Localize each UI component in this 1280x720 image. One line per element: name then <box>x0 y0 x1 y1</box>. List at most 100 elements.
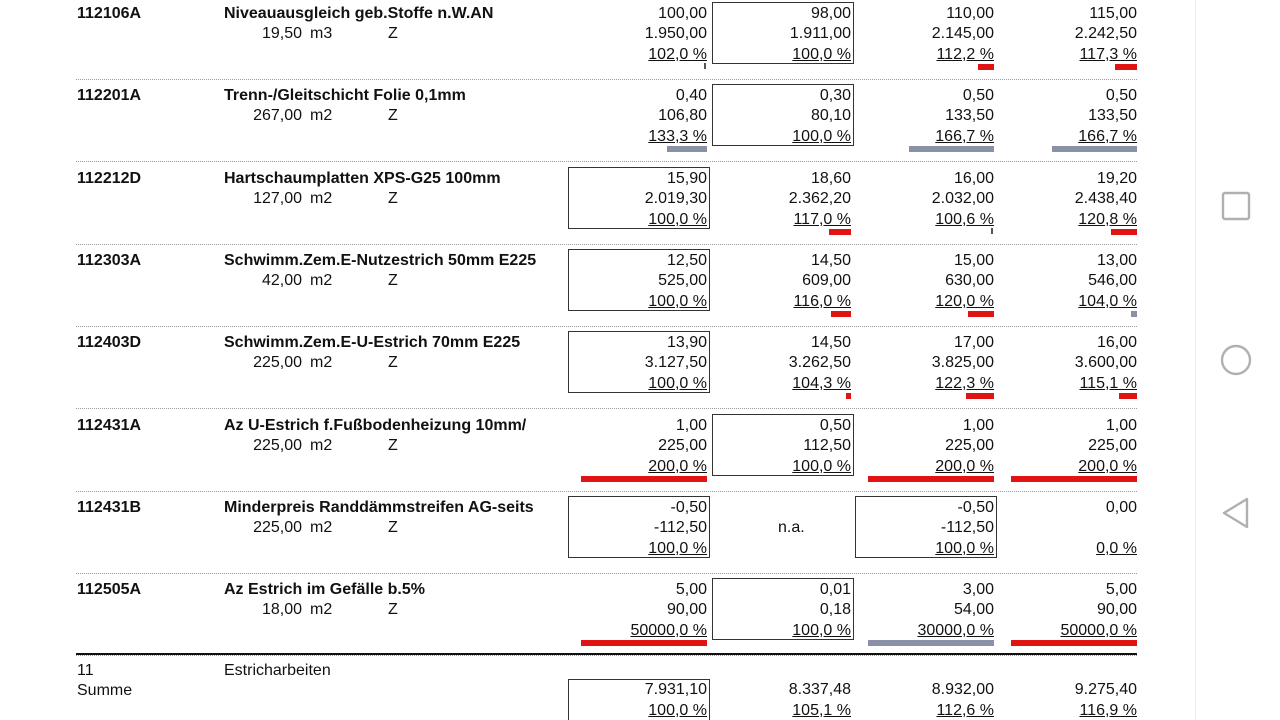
unit-price: 13,00 <box>1096 252 1137 269</box>
row-separator <box>76 491 1137 492</box>
not-available-label: n.a. <box>778 519 805 536</box>
unit-price: 0,50 <box>962 87 994 104</box>
position-code: 112303A <box>77 252 142 269</box>
z-flag: Z <box>388 519 398 536</box>
total-price: 106,80 <box>658 107 707 124</box>
unit-price: 19,20 <box>1096 170 1137 187</box>
percent-value: 166,7 % <box>935 128 994 145</box>
lowest-bid-box <box>568 496 710 558</box>
unit-price: 115,00 <box>1089 5 1137 22</box>
unit: m2 <box>310 107 333 124</box>
unit-price: 1,00 <box>675 417 707 434</box>
total-price: 225,00 <box>658 437 707 454</box>
total-price: 609,00 <box>802 272 851 289</box>
lowest-total-box <box>568 679 710 720</box>
z-flag: Z <box>388 601 398 618</box>
z-flag: Z <box>388 107 398 124</box>
position-code: 112505A <box>77 581 142 598</box>
percent-bar <box>846 393 851 399</box>
percent-value: 30000,0 % <box>917 622 994 639</box>
percent-bar <box>1052 146 1137 152</box>
percent-value: 133,3 % <box>648 128 707 145</box>
unit-price: -0,50 <box>670 499 707 516</box>
unit-price: 98,00 <box>810 5 851 22</box>
percent-value: 117,3 % <box>1079 46 1137 63</box>
percent-bar <box>829 229 851 235</box>
position-code: 112403D <box>77 334 142 351</box>
unit-price: 5,00 <box>675 581 707 598</box>
percent-bar <box>1111 229 1137 235</box>
row-separator <box>76 326 1137 327</box>
percent-tick <box>704 63 706 69</box>
back-button[interactable] <box>1216 493 1256 533</box>
z-flag: Z <box>388 272 398 289</box>
total-price: 0,18 <box>819 601 851 618</box>
position-description: Hartschaumplatten XPS-G25 100mm <box>224 170 501 187</box>
lowest-bid-box <box>568 167 710 229</box>
percent-value: 200,0 % <box>1078 458 1137 475</box>
unit-price: 16,00 <box>1096 334 1137 351</box>
total-price: 2.145,00 <box>931 25 994 42</box>
percent-tick <box>991 228 993 234</box>
total-price: 133,50 <box>945 107 994 124</box>
unit: m2 <box>310 601 333 618</box>
z-flag: Z <box>388 354 398 371</box>
total-price: 546,00 <box>1088 272 1137 289</box>
unit: m2 <box>310 354 333 371</box>
position-code: 112201A <box>77 87 142 104</box>
total-price: 1.911,00 <box>789 25 851 42</box>
percent-value: 100,0 % <box>648 540 707 557</box>
percent-value: 200,0 % <box>648 458 707 475</box>
percent-value: 116,0 % <box>793 293 851 310</box>
quantity: 225,00 <box>253 519 302 536</box>
position-description: Schwimm.Zem.E-U-Estrich 70mm E225 <box>224 334 521 351</box>
total-price: 90,00 <box>1096 601 1137 618</box>
total-price: 3.600,00 <box>1074 354 1137 371</box>
unit: m2 <box>310 190 333 207</box>
percent-bar <box>909 146 994 152</box>
lowest-bid-box <box>712 578 854 640</box>
section-total: 8.932,00 <box>931 681 994 698</box>
unit-price: -0,50 <box>957 499 994 516</box>
home-button[interactable] <box>1216 340 1256 380</box>
row-separator <box>76 655 1137 656</box>
lowest-bid-box <box>568 331 710 393</box>
percent-value: 0,0 % <box>1096 540 1137 557</box>
percent-bar <box>667 146 707 152</box>
section-total: 8.337,48 <box>788 681 851 698</box>
row-separator <box>76 244 1137 245</box>
section-number: 11 <box>77 662 94 679</box>
percent-bar <box>1011 476 1137 482</box>
total-price: -112,50 <box>653 519 707 536</box>
total-price: 54,00 <box>953 601 994 618</box>
percent-value: 120,0 % <box>935 293 994 310</box>
total-price: 225,00 <box>945 437 994 454</box>
position-description: Niveauausgleich geb.Stoffe n.W.AN <box>224 5 494 22</box>
position-row: 112106A Niveauausgleich geb.Stoffe n.W.AN… <box>0 2 1195 84</box>
percent-value: 112,2 % <box>936 46 994 63</box>
unit-price: 0,00 <box>1105 499 1137 516</box>
android-nav-bar <box>1195 0 1280 720</box>
lowest-bid-box <box>568 249 710 311</box>
total-price: 3.127,50 <box>644 354 707 371</box>
unit-price: 5,00 <box>1105 581 1137 598</box>
quantity: 267,00 <box>253 107 302 124</box>
unit-price: 13,90 <box>666 334 707 351</box>
percent-value: 100,0 % <box>648 211 707 228</box>
total-price: 3.262,50 <box>788 354 851 371</box>
percent-value: 122,3 % <box>935 375 994 392</box>
recent-apps-button[interactable] <box>1216 185 1256 225</box>
unit-price: 0,40 <box>675 87 707 104</box>
position-description: Az Estrich im Gefälle b.5% <box>224 581 425 598</box>
quantity: 18,00 <box>261 601 302 618</box>
total-price: 80,10 <box>810 107 851 124</box>
unit: m2 <box>310 519 333 536</box>
unit-price: 16,00 <box>953 170 994 187</box>
section-percent: 116,9 % <box>1079 702 1137 719</box>
quantity: 127,00 <box>253 190 302 207</box>
unit: m2 <box>310 437 333 454</box>
section-name: Estricharbeiten <box>224 662 331 679</box>
z-flag: Z <box>388 437 398 454</box>
lowest-bid-box <box>712 84 854 146</box>
position-code: 112106A <box>77 5 142 22</box>
